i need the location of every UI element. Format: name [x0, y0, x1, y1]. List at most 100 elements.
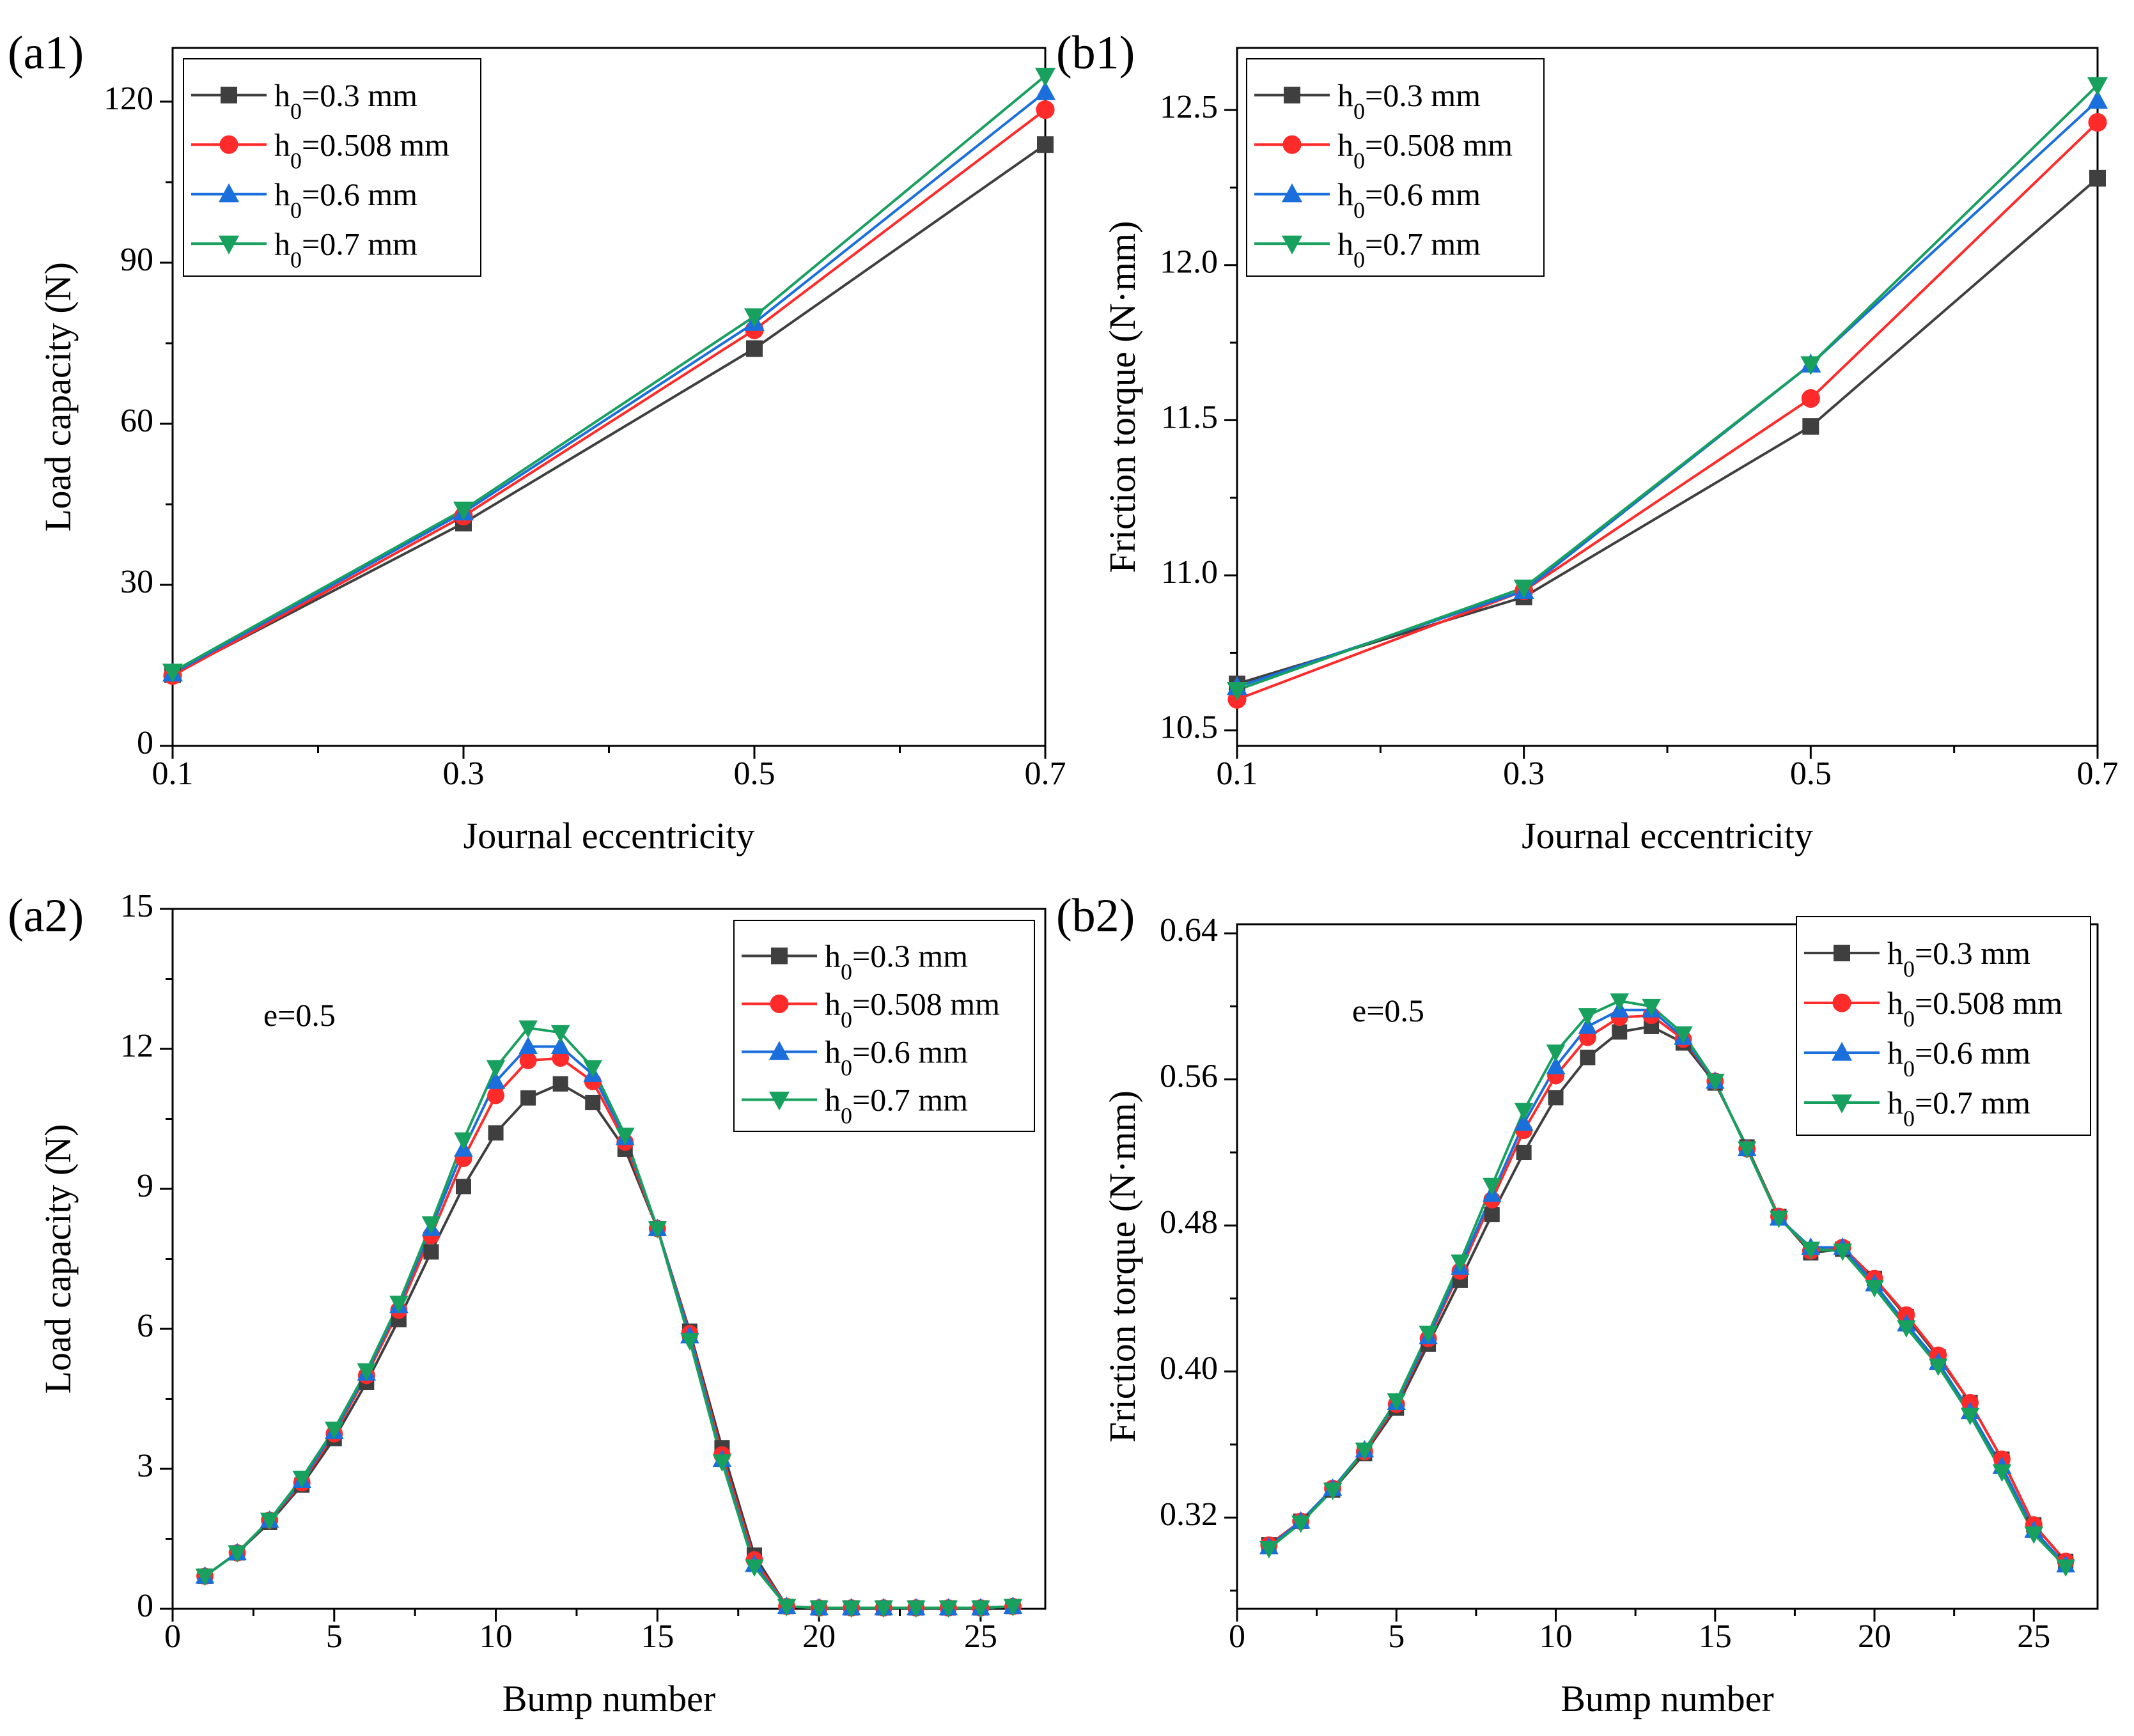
chart-panel-3: (a2) 0 5 10 15 20 25 0 3 6 9 12 15 Bump number Load ca…: [8, 888, 1047, 1719]
x-tick-label: 20: [1858, 1618, 1891, 1655]
data-point: [2089, 169, 2106, 187]
legend-label: h0=0.3 mm: [1887, 935, 2030, 982]
x-tick-label: 0.5: [734, 756, 775, 792]
data-point: [550, 1036, 570, 1055]
data-point: [1612, 1024, 1628, 1040]
legend-label: h0=0.6 mm: [1337, 176, 1481, 223]
data-point: [971, 1600, 990, 1618]
legend-swatch-marker: [1831, 1042, 1853, 1061]
x-tick-label: 10: [1539, 1618, 1573, 1655]
data-point: [1034, 68, 1056, 87]
x-axis-title: Bump number: [502, 1678, 715, 1719]
x-tick-label: 0.3: [1503, 756, 1545, 792]
data-point: [583, 1060, 603, 1078]
data-point: [746, 340, 763, 357]
data-point: [777, 1599, 797, 1616]
data-point: [162, 663, 183, 683]
data-point: [2024, 1526, 2044, 1544]
x-tick-label: 10: [479, 1618, 513, 1655]
x-axis-title: Journal eccentricity: [463, 815, 755, 856]
data-point: [1897, 1320, 1916, 1338]
legend-label: h0=0.7 mm: [825, 1082, 968, 1129]
data-point: [228, 1545, 247, 1563]
y-axis-title: Friction torque (N·mm): [1102, 221, 1143, 573]
data-point: [1800, 356, 1821, 375]
y-tick-label: 0: [137, 1588, 153, 1624]
data-point: [745, 1559, 764, 1577]
data-point: [1865, 1280, 1884, 1298]
data-point: [1546, 1057, 1566, 1074]
legend-swatch-marker: [1281, 183, 1303, 203]
data-point: [1226, 681, 1248, 701]
data-point: [1482, 1177, 1502, 1196]
series-line: [172, 109, 1047, 677]
x-tick-label: 15: [1699, 1618, 1732, 1655]
chart-panel-1: (a1) 0.1 0.3 0.5 0.7 0 30 60 90 120 Journal eccent…: [8, 27, 1066, 856]
data-point: [1642, 998, 1661, 1017]
legend-label: h0=0.3 mm: [1337, 77, 1481, 124]
data-point: [1802, 418, 1819, 435]
legend-swatch-marker: [768, 1041, 790, 1060]
y-tick-label: 0: [137, 725, 153, 761]
data-point: [195, 1569, 215, 1586]
y-tick-label: 12.5: [1160, 89, 1218, 125]
x-tick-label: 20: [802, 1618, 836, 1655]
panel-label: (a1): [8, 27, 84, 79]
legend-swatch-marker: [221, 86, 237, 104]
x-tick-label: 0: [164, 1618, 181, 1655]
data-point: [1610, 993, 1630, 1011]
data-point: [1514, 1103, 1534, 1120]
panel-label: (b1): [1056, 27, 1135, 79]
legend-swatch-marker: [1832, 993, 1851, 1012]
data-point: [423, 1244, 439, 1260]
annotation-text: e=0.5: [263, 997, 336, 1033]
data-point: [1674, 1026, 1693, 1044]
x-tick-label: 25: [2017, 1618, 2050, 1655]
data-point: [1578, 1008, 1598, 1026]
data-point: [1705, 1073, 1725, 1092]
data-point: [1992, 1464, 2012, 1482]
data-point: [1548, 1090, 1564, 1106]
data-point: [519, 1051, 537, 1069]
y-tick-label: 90: [120, 242, 153, 278]
series-line: [1236, 84, 2099, 692]
series-line: [1236, 177, 2099, 685]
data-point: [1960, 1407, 1980, 1425]
x-tick-label: 25: [964, 1618, 997, 1655]
data-point: [486, 1071, 506, 1089]
x-tick-label: 0.1: [152, 756, 194, 792]
data-point: [1355, 1442, 1375, 1461]
data-point: [1034, 81, 1056, 100]
legend-label: h0=0.7 mm: [1887, 1085, 2030, 1131]
y-tick-label: 12: [120, 1028, 153, 1064]
data-point: [2087, 89, 2108, 109]
data-point: [1513, 579, 1534, 599]
y-tick-label: 6: [137, 1308, 153, 1344]
data-point: [550, 1025, 570, 1043]
y-tick-label: 0.48: [1160, 1204, 1218, 1241]
legend-swatch-marker: [1282, 135, 1302, 154]
y-tick-label: 3: [137, 1448, 153, 1484]
data-point: [292, 1470, 312, 1489]
x-axis-title: Journal eccentricity: [1522, 815, 1813, 856]
data-point: [454, 1132, 473, 1150]
data-point: [520, 1090, 536, 1106]
legend-swatch-marker: [770, 994, 789, 1014]
data-point: [809, 1600, 829, 1618]
data-point: [841, 1600, 861, 1618]
legend-swatch-marker: [218, 183, 240, 203]
data-point: [874, 1600, 894, 1618]
annotation-text: e=0.5: [1352, 993, 1424, 1028]
y-tick-label: 0.56: [1160, 1058, 1218, 1095]
series-line: [172, 143, 1047, 676]
y-axis-title: Friction torque (N·mm): [1102, 1090, 1143, 1443]
x-tick-label: 0.1: [1217, 756, 1258, 792]
y-tick-label: 9: [137, 1168, 153, 1204]
legend-label: h0=0.508 mm: [825, 986, 1000, 1033]
legend-label: h0=0.508 mm: [274, 127, 449, 173]
series-line: [204, 1057, 1013, 1609]
legend-swatch-marker: [768, 1091, 790, 1111]
data-point: [2056, 1559, 2075, 1577]
